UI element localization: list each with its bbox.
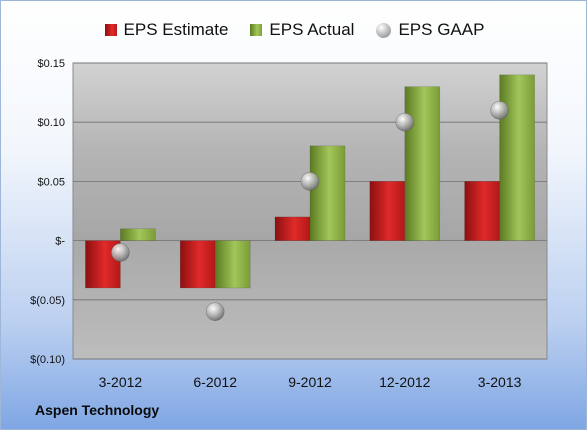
- y-tick-label: $0.05: [37, 176, 65, 188]
- legend-item-actual: EPS Actual: [250, 20, 354, 40]
- marker-eps-gaap: [205, 302, 225, 321]
- bar-eps-estimate: [274, 216, 311, 241]
- marker-eps-gaap: [395, 112, 415, 132]
- bars: [85, 74, 535, 289]
- legend-item-estimate: EPS Estimate: [104, 20, 229, 40]
- y-tick-label: $-: [55, 236, 65, 248]
- marker-eps-gaap: [300, 172, 320, 191]
- marker-eps-gaap: [490, 101, 509, 120]
- marker-eps-gaap: [111, 243, 130, 262]
- x-tick-label: 9-2012: [288, 374, 332, 390]
- legend-swatch-estimate: [104, 24, 117, 36]
- legend-label-gaap: EPS GAAP: [398, 20, 485, 39]
- bar-eps-estimate: [369, 181, 406, 241]
- legend-label-actual: EPS Actual: [269, 20, 355, 39]
- bar-eps-actual: [120, 228, 156, 241]
- x-tick-label: 3-2013: [478, 374, 522, 390]
- x-tick-label: 12-2012: [379, 374, 431, 390]
- gaap-markers: [111, 101, 509, 321]
- x-tick-label: 6-2012: [193, 374, 237, 390]
- y-tick-label: $0.10: [37, 117, 65, 129]
- y-tick-label: $0.15: [37, 58, 65, 70]
- legend-marker-gaap: [376, 22, 392, 38]
- legend-swatch-actual: [250, 24, 263, 36]
- axes: $0.15 $0.10 $0.05 $- $(0.05) $(0.10) 3-2012 6-2…: [30, 58, 521, 390]
- bar-eps-actual: [404, 86, 441, 241]
- x-tick-label: 3-2012: [99, 374, 143, 390]
- bar-eps-actual: [214, 240, 251, 289]
- bar-eps-estimate: [464, 181, 500, 241]
- company-name: Aspen Technology: [35, 402, 160, 418]
- bar-eps-actual: [499, 74, 535, 241]
- legend-item-gaap: EPS GAAP: [376, 20, 484, 40]
- y-tick-label: $(0.05): [30, 295, 65, 307]
- bar-eps-actual: [309, 145, 346, 241]
- y-tick-label: $(0.10): [30, 354, 65, 366]
- chart-legend: EPS Estimate EPS Actual EPS GAAP: [1, 15, 587, 45]
- legend-label-estimate: EPS Estimate: [123, 20, 229, 39]
- bar-eps-estimate: [179, 240, 216, 289]
